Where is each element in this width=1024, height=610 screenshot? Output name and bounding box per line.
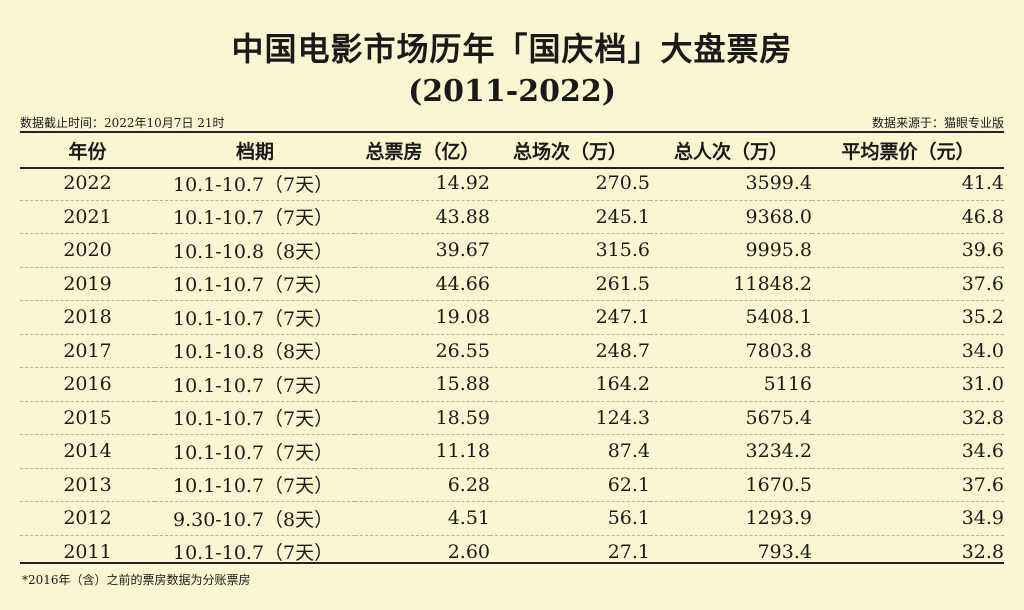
cell-year: 2019 [20,267,155,301]
cell-admissions: 3234.2 [650,434,812,469]
cell-admissions: 7803.8 [650,334,812,368]
cell-box-office: 15.88 [355,367,490,402]
cell-screenings: 87.4 [490,434,650,469]
cell-period: 10.1-10.7（7天） [155,434,355,469]
cell-avg-price: 34.6 [812,434,1004,469]
cell-avg-price: 41.4 [812,167,1004,201]
cell-period: 10.1-10.7（7天） [155,200,355,234]
cell-admissions: 1670.5 [650,468,812,502]
table-top-rule [20,131,1004,133]
cell-box-office: 44.66 [355,267,490,301]
cell-box-office: 6.28 [355,468,490,502]
cell-period: 10.1-10.7（7天） [155,300,355,335]
cell-year: 2014 [20,434,155,469]
page-title: 中国电影市场历年「国庆档」大盘票房 [231,30,793,68]
cell-box-office: 39.67 [355,233,490,268]
page-subtitle: (2011-2022) [408,74,616,109]
cell-year: 2016 [20,367,155,402]
cell-period: 10.1-10.7（7天） [155,367,355,402]
cell-admissions: 5116 [650,367,812,402]
cell-year: 2017 [20,334,155,368]
cell-screenings: 56.1 [490,501,650,536]
table-row: 2014 10.1-10.7（7天） 11.18 87.4 3234.2 34.… [20,434,1004,469]
data-source-note: 数据来源于：猫眼专业版 [871,116,1004,130]
cell-year: 2022 [20,167,155,201]
cell-period: 9.30-10.7（8天） [155,501,355,536]
cell-admissions: 9368.0 [650,200,812,234]
cell-avg-price: 34.9 [812,501,1004,536]
cell-year: 2018 [20,300,155,335]
cell-year: 2021 [20,200,155,234]
cell-admissions: 5408.1 [650,300,812,335]
cell-screenings: 270.5 [490,167,650,201]
header-screenings: 总场次（万） [512,140,627,163]
cell-screenings: 164.2 [490,367,650,402]
cell-avg-price: 32.8 [812,401,1004,435]
cell-avg-price: 31.0 [812,367,1004,402]
cell-avg-price: 46.8 [812,200,1004,234]
cell-admissions: 793.4 [757,540,812,563]
cell-screenings: 261.5 [490,267,650,301]
table-row: 2012 9.30-10.7（8天） 4.51 56.1 1293.9 34.9 [20,501,1004,536]
header-avg-price: 平均票价（元） [841,140,975,163]
cell-year: 2011 [63,540,112,563]
cell-box-office: 18.59 [355,401,490,435]
table-row: 2018 10.1-10.7（7天） 19.08 247.1 5408.1 35… [20,300,1004,335]
cell-avg-price: 39.6 [812,233,1004,268]
cell-screenings: 247.1 [490,300,650,335]
table-row: 2015 10.1-10.7（7天） 18.59 124.3 5675.4 32… [20,401,1004,435]
cell-admissions: 9995.8 [650,233,812,268]
cell-screenings: 27.1 [607,540,650,563]
header-period: 档期 [235,140,274,163]
cell-box-office: 26.55 [355,334,490,368]
cell-period: 10.1-10.7（7天） [155,267,355,301]
cell-period: 10.1-10.7（7天） [155,167,355,201]
table-bottom-rule [20,562,1004,564]
table-row: 2017 10.1-10.8（8天） 26.55 248.7 7803.8 34… [20,334,1004,368]
cell-year: 2012 [20,501,155,536]
header-year: 年份 [68,140,107,163]
table-row: 2016 10.1-10.7（7天） 15.88 164.2 5116 31.0 [20,367,1004,402]
cell-period: 10.1-10.8（8天） [155,233,355,268]
cell-box-office: 4.51 [355,501,490,536]
table-row: 2022 10.1-10.7（7天） 14.92 270.5 3599.4 41… [20,167,1004,201]
cell-avg-price: 37.6 [812,267,1004,301]
cell-screenings: 315.6 [490,233,650,268]
box-office-table: 年份 档期 总票房（亿） 总场次（万） 总人次（万） 平均票价（元） 2022 … [20,133,1004,568]
table-row: 2020 10.1-10.8（8天） 39.67 315.6 9995.8 39… [20,233,1004,268]
cell-screenings: 248.7 [490,334,650,368]
data-cutoff-note: 数据截止时间：2022年10月7日 21时 [20,116,225,130]
cell-screenings: 124.3 [490,401,650,435]
cell-box-office: 43.88 [355,200,490,234]
header-box-office: 总票房（亿） [365,140,480,163]
cell-period: 10.1-10.8（8天） [155,334,355,368]
table-row: 2019 10.1-10.7（7天） 44.66 261.5 11848.2 3… [20,267,1004,301]
cell-avg-price: 37.6 [812,468,1004,502]
table-row: 2013 10.1-10.7（7天） 6.28 62.1 1670.5 37.6 [20,468,1004,502]
table-row: 2011 10.1-10.7（7天） 2.60 27.1 793.4 32.8 [20,535,1004,568]
cell-year: 2020 [20,233,155,268]
cell-year: 2013 [20,468,155,502]
cell-avg-price: 34.0 [812,334,1004,368]
cell-admissions: 11848.2 [650,267,812,301]
cell-box-office: 19.08 [355,300,490,335]
cell-screenings: 62.1 [490,468,650,502]
cell-admissions: 3599.4 [650,167,812,201]
cell-box-office: 2.60 [447,540,490,563]
cell-period: 10.1-10.7（7天） [155,401,355,435]
cell-year: 2015 [20,401,155,435]
cell-avg-price: 35.2 [812,300,1004,335]
cell-admissions: 1293.9 [650,501,812,536]
cell-admissions: 5675.4 [650,401,812,435]
cell-period: 10.1-10.7（7天） [173,542,334,565]
cell-period: 10.1-10.7（7天） [155,468,355,502]
table-row: 2021 10.1-10.7（7天） 43.88 245.1 9368.0 46… [20,200,1004,234]
header-admissions: 总人次（万） [673,140,788,163]
cell-avg-price: 32.8 [961,540,1004,563]
cell-screenings: 245.1 [490,200,650,234]
footnote: *2016年（含）之前的票房数据为分账票房 [22,573,251,587]
cell-box-office: 14.92 [355,167,490,201]
cell-box-office: 11.18 [355,434,490,469]
table-header-row: 年份 档期 总票房（亿） 总场次（万） 总人次（万） 平均票价（元） [20,133,1004,167]
